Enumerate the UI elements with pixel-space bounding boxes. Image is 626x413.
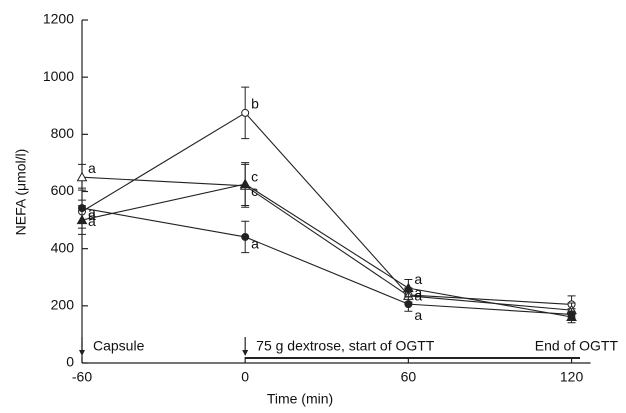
significance-letter: a [251, 236, 259, 252]
significance-letter: a [414, 285, 422, 301]
series-line [81, 207, 572, 315]
annotation: End of OGTT [535, 338, 619, 354]
y-tick-label: 400 [51, 239, 75, 255]
significance-letter: a [88, 207, 96, 223]
y-axis-label: NEFA (μmol/l) [13, 149, 29, 236]
y-tick-label: 200 [51, 297, 75, 313]
point [566, 311, 577, 321]
significance-letter: a [414, 271, 422, 287]
x-axis-label: Time (min) [267, 391, 333, 407]
significance-letter: c [251, 168, 258, 184]
significance-letter: a [88, 160, 96, 176]
significance-letter: a [88, 204, 96, 220]
significance-letter: c [251, 183, 258, 199]
point [404, 300, 413, 309]
point [76, 171, 88, 182]
significance-letter: b [251, 96, 259, 112]
x-tick-label: 0 [241, 369, 249, 385]
series-line [81, 112, 572, 305]
x-tick-label: -60 [72, 369, 92, 385]
annotation: 75 g dextrose, start of OGTT [256, 338, 435, 354]
series-line [81, 176, 572, 311]
y-tick-label: 1200 [43, 11, 74, 27]
point [241, 108, 250, 117]
significance-letter: a [88, 213, 96, 229]
significance-letter: a [414, 288, 422, 304]
y-tick-label: 1000 [43, 68, 74, 84]
annotation: Capsule [93, 338, 145, 354]
x-tick-label: 120 [560, 369, 584, 385]
x-tick-label: 60 [401, 369, 417, 385]
significance-letter: a [414, 307, 422, 323]
series-line [81, 183, 572, 318]
point [239, 178, 251, 189]
y-tick-label: 600 [51, 182, 75, 198]
y-tick-label: 0 [66, 354, 74, 370]
point [403, 282, 414, 293]
point [76, 214, 88, 225]
arrow-head [79, 350, 85, 356]
y-tick-label: 800 [51, 125, 75, 141]
point [241, 232, 250, 241]
arrow-head [242, 350, 249, 356]
